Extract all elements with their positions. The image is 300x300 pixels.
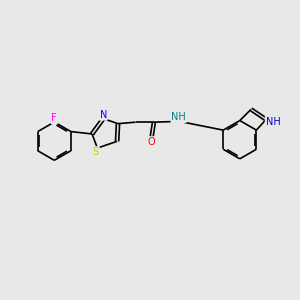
Text: F: F [52, 113, 57, 124]
Text: NH: NH [171, 112, 186, 122]
Text: NH: NH [266, 116, 280, 127]
Text: N: N [100, 110, 107, 120]
Text: S: S [93, 147, 99, 157]
Text: O: O [148, 137, 155, 147]
